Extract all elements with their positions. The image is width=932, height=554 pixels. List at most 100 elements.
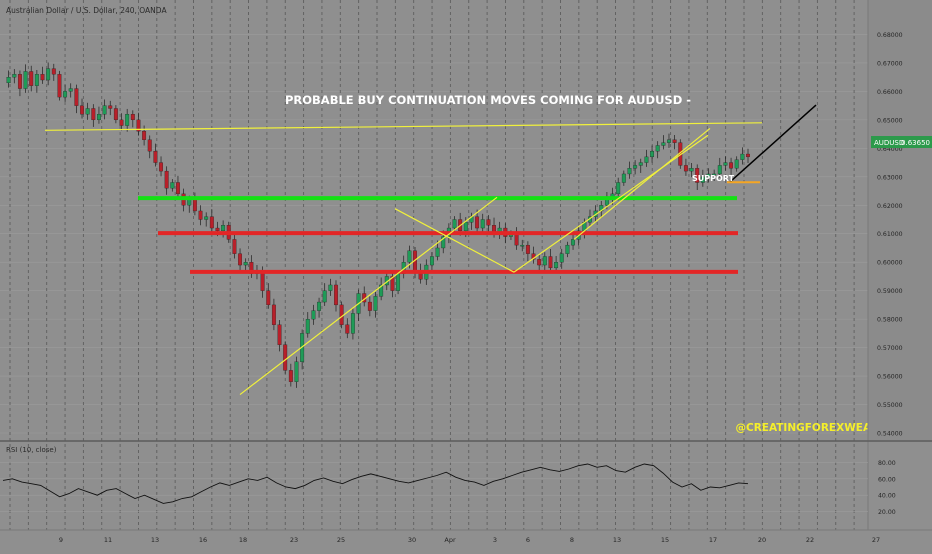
bear-candle <box>40 74 45 81</box>
time-tick-label: Apr <box>444 536 456 544</box>
time-tick-label: 15 <box>661 536 669 544</box>
bear-candle <box>475 216 480 229</box>
bull-candle <box>379 284 384 297</box>
bull-candle <box>717 165 722 175</box>
rsi-title: RSI (10, close) <box>6 446 57 454</box>
bull-candle <box>554 262 559 269</box>
bull-candle <box>317 301 322 311</box>
price-axis[interactable]: 0.68000 0.67000 0.66000 0.65000 0.64000 0.630… <box>867 0 932 530</box>
bull-candle <box>68 88 73 92</box>
bear-candle <box>136 119 141 132</box>
bull-candle <box>633 165 638 169</box>
time-tick-label: 13 <box>613 536 621 544</box>
bear-candle <box>176 182 180 195</box>
bear-candle <box>80 105 84 115</box>
bull-candle <box>305 318 310 334</box>
bear-candle <box>537 259 542 266</box>
time-tick-label: 30 <box>408 536 416 544</box>
bull-candle <box>243 262 248 266</box>
resistance-line <box>44 122 763 131</box>
time-tick-label: 27 <box>872 536 880 544</box>
price-tag-symbol: AUDUSD <box>874 139 904 147</box>
bull-candle <box>322 290 327 303</box>
price-tick-label: 0.67000 <box>877 60 903 67</box>
bear-candle <box>283 344 288 371</box>
price-tick-label: 0.57000 <box>877 345 903 352</box>
bull-candle <box>667 139 671 143</box>
projection-line <box>729 104 817 183</box>
bull-candle <box>565 244 570 254</box>
trendline-triangle-up <box>513 134 709 273</box>
rsi-axis: 80.00 60.00 40.00 20.00 <box>878 460 896 516</box>
price-axis-background <box>868 0 932 441</box>
bull-candle <box>740 153 745 160</box>
bear-candle <box>390 276 395 291</box>
price-tick-label: 0.60000 <box>877 260 903 267</box>
bear-candle <box>672 139 677 143</box>
rsi-tick-label: 40.00 <box>878 493 896 500</box>
trendline-rising-main <box>239 196 498 396</box>
bull-candle <box>328 284 333 291</box>
bear-candle <box>746 153 750 158</box>
time-tick-label: 9 <box>59 536 63 544</box>
bull-candle <box>452 219 457 229</box>
bear-candle <box>525 244 530 254</box>
bear-candle <box>74 88 79 106</box>
bull-candle <box>187 199 192 206</box>
time-tick-label: 20 <box>758 536 766 544</box>
price-tick-label: 0.62000 <box>877 203 903 210</box>
bear-candle <box>367 301 372 311</box>
watermark-text: @CREATINGFOREXWEALTH <box>736 422 893 434</box>
price-tick-label: 0.58000 <box>877 317 903 324</box>
bull-candle <box>604 199 609 206</box>
drawings[interactable] <box>44 104 817 396</box>
bull-candle <box>23 71 28 89</box>
price-tick-label: 0.61000 <box>877 231 903 238</box>
time-tick-label: 6 <box>526 536 530 544</box>
bull-candle <box>480 219 485 229</box>
price-tick-label: 0.66000 <box>877 89 903 96</box>
bear-candle <box>486 219 491 226</box>
bull-candle <box>520 244 525 247</box>
bull-candle <box>429 256 434 266</box>
bear-candle <box>51 68 56 75</box>
bear-candle <box>288 370 293 382</box>
support-label: SUPPORT <box>692 174 735 183</box>
candlesticks <box>6 62 750 388</box>
bear-candle <box>514 233 519 246</box>
bull-candle <box>85 108 90 115</box>
bear-candle <box>130 114 135 121</box>
price-tick-label: 0.63000 <box>877 174 903 181</box>
bull-candle <box>706 173 711 177</box>
price-tag-value: 0.63650 <box>901 139 930 147</box>
bull-candle <box>655 145 660 152</box>
bear-candle <box>108 105 113 109</box>
time-tick-label: 11 <box>104 536 112 544</box>
bull-candle <box>294 361 299 382</box>
time-axis[interactable]: 9 11 13 16 18 23 25 30 Apr 3 6 8 13 15 17 20 22 27 <box>59 536 880 544</box>
rsi-line <box>2 463 749 504</box>
bull-candle <box>204 216 209 220</box>
bull-candle <box>6 77 11 84</box>
bear-candle <box>548 256 553 269</box>
rsi-tick-label: 60.00 <box>878 476 896 483</box>
bear-candle <box>232 239 237 254</box>
price-tick-label: 0.55000 <box>877 402 903 409</box>
bull-candle <box>644 156 649 163</box>
bull-candle <box>712 173 717 176</box>
trendline-triangle-down <box>394 208 515 273</box>
rsi-tick-label: 20.00 <box>878 509 896 516</box>
bull-candle <box>700 176 705 183</box>
rsi-pane <box>0 462 868 512</box>
bear-candle <box>238 253 242 266</box>
bear-candle <box>147 139 152 152</box>
bear-candle <box>209 216 214 229</box>
bull-candle <box>650 151 655 158</box>
bear-candle <box>153 151 158 163</box>
time-tick-label: 16 <box>199 536 207 544</box>
price-tick-label: 0.54000 <box>877 431 903 438</box>
bull-candle <box>463 222 468 232</box>
